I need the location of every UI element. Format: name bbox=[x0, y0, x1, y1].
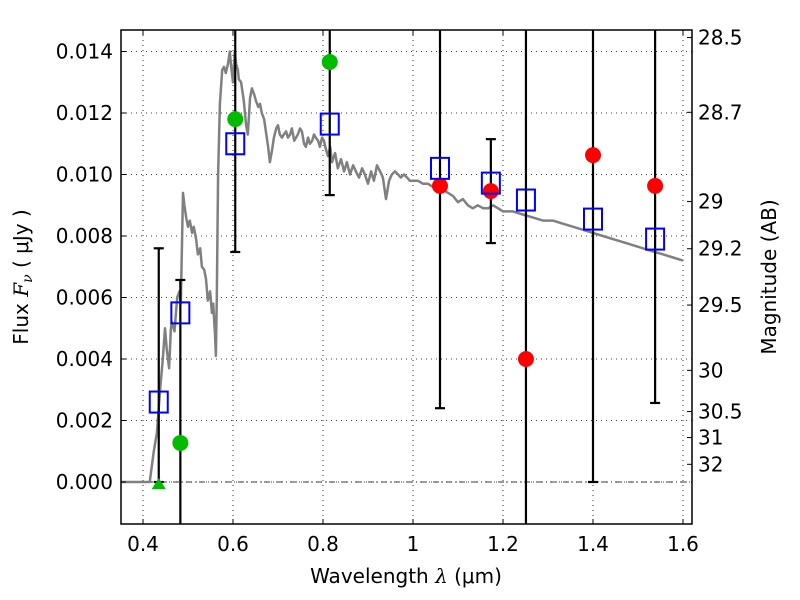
y-tick-label: 0.002 bbox=[56, 409, 113, 433]
x-tick-label: 1 bbox=[407, 532, 420, 556]
y2-tick-label: 28.7 bbox=[698, 100, 743, 124]
green-detections-point bbox=[172, 434, 189, 451]
y2-tick-label: 29.5 bbox=[698, 293, 743, 317]
model-photometry-point bbox=[225, 132, 246, 156]
y2-tick-label: 29 bbox=[698, 190, 723, 214]
y-tick-label: 0.004 bbox=[56, 347, 113, 371]
red-detections-point bbox=[517, 351, 534, 367]
y2-tick-label: 31 bbox=[698, 426, 723, 450]
y-axis: 0.000 0.002 0.004 0.006 0.008 0.010 0.012 0.014 bbox=[56, 40, 126, 494]
model-photometry-point bbox=[515, 188, 536, 212]
y2-tick-label: 30.5 bbox=[698, 400, 743, 424]
green-detections-point bbox=[227, 111, 244, 128]
plot-frame bbox=[120, 29, 693, 525]
model-photometry-point bbox=[583, 207, 603, 231]
red-detections-point bbox=[482, 183, 499, 200]
model-photometry-point bbox=[319, 112, 340, 136]
red-detections-point bbox=[585, 147, 601, 164]
y2-tick-label: 32 bbox=[698, 452, 723, 476]
model-photometry-point bbox=[148, 390, 169, 414]
x-tick-label: 1.6 bbox=[667, 532, 699, 556]
y2-tick-label: 28.5 bbox=[698, 26, 743, 50]
model-photometry-point bbox=[170, 301, 191, 325]
series-group bbox=[121, 30, 684, 524]
model-photometry-point bbox=[430, 156, 450, 180]
model-photometry-point bbox=[480, 171, 501, 195]
x-tick-label: 0.6 bbox=[217, 532, 249, 556]
y-tick-label: 0.000 bbox=[56, 470, 113, 494]
x-axis: 0.4 0.6 0.8 1 1.2 1.4 1.6 bbox=[127, 30, 699, 556]
y-axis-label: Flux Fν ( μJy ) bbox=[9, 209, 36, 344]
red-detections-point bbox=[647, 177, 664, 194]
x-tick-label: 0.4 bbox=[127, 532, 159, 556]
y-tick-label: 0.014 bbox=[56, 40, 113, 64]
x-tick-label: 0.8 bbox=[307, 532, 339, 556]
x-tick-label: 1.2 bbox=[487, 532, 519, 556]
x-tick-label: 1.4 bbox=[577, 532, 609, 556]
model-spectrum-line bbox=[121, 50, 684, 484]
y2-tick-label: 29.2 bbox=[698, 237, 743, 261]
y2-axis-label: Magnitude (AB) bbox=[757, 199, 781, 354]
y-tick-label: 0.012 bbox=[56, 101, 113, 125]
y-tick-label: 0.010 bbox=[56, 163, 113, 187]
plot-area bbox=[121, 30, 684, 524]
y2-tick-label: 30 bbox=[698, 358, 723, 382]
y-tick-label: 0.008 bbox=[56, 224, 113, 248]
green-upper-limit-point bbox=[151, 478, 166, 489]
green-detections-point bbox=[321, 53, 338, 70]
y-tick-label: 0.006 bbox=[56, 286, 113, 310]
model-photometry-point bbox=[645, 227, 666, 251]
red-detections-point bbox=[432, 177, 448, 194]
x-axis-label: Wavelength λ (μm) bbox=[310, 564, 502, 588]
